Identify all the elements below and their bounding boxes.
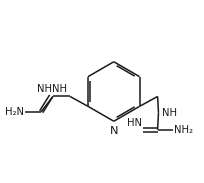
Text: HN: HN: [127, 118, 142, 128]
Text: N: N: [109, 126, 118, 136]
Text: NH₂: NH₂: [173, 125, 192, 135]
Text: NH: NH: [52, 85, 67, 94]
Text: NH: NH: [37, 84, 52, 94]
Text: H₂N: H₂N: [6, 107, 24, 117]
Text: NH: NH: [161, 108, 176, 118]
